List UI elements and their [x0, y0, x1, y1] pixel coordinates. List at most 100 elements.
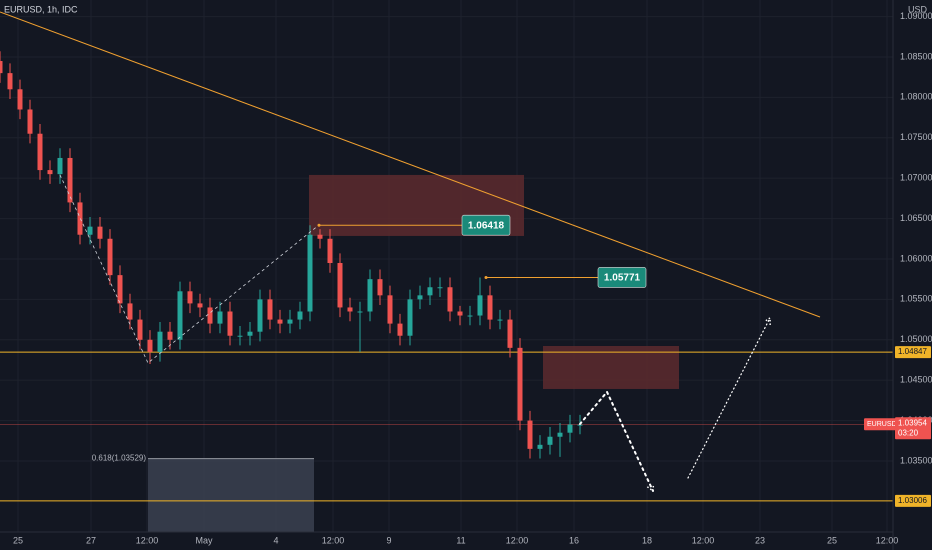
candle-body	[97, 226, 103, 239]
price-tag	[895, 494, 931, 507]
candle-body	[0, 61, 3, 74]
candle-body	[177, 291, 183, 340]
candle-body	[527, 420, 533, 449]
candle-body	[267, 299, 273, 320]
candle-body	[217, 311, 223, 324]
x-tick-label: 11	[456, 535, 465, 545]
candle-body	[187, 291, 193, 304]
header: EURUSD, 1h, IDC	[4, 4, 78, 14]
candle-body	[457, 311, 463, 316]
x-tick-label: 12:00	[322, 535, 345, 545]
price-tag	[895, 346, 931, 359]
trendline	[0, 11, 821, 318]
x-tick-label: 18	[642, 535, 652, 545]
symbol-tag	[864, 418, 896, 431]
candle-body	[87, 226, 93, 235]
fib-zone	[148, 458, 314, 532]
x-tick-label: 16	[569, 535, 579, 545]
y-tick-label: 1.08000	[900, 92, 932, 102]
countdown: 03:20	[898, 428, 919, 437]
candle-body	[277, 319, 283, 324]
candle-body	[137, 319, 143, 340]
projection-path	[579, 390, 654, 492]
candle-body	[37, 133, 43, 171]
price-tag-label: 1.04847	[898, 347, 927, 356]
candle-body	[57, 157, 63, 175]
y-tick-label: 1.07500	[900, 132, 932, 142]
candle-body	[487, 295, 493, 320]
candle-body	[237, 335, 243, 337]
x-tick-label: 12:00	[876, 535, 899, 545]
y-tick-label: 1.08500	[900, 51, 932, 61]
currency: USD	[908, 4, 928, 14]
y-tick-label: 1.05500	[900, 294, 932, 304]
x-tick-label: 12:00	[506, 535, 529, 545]
candle-body	[357, 311, 363, 313]
candle-body	[417, 295, 423, 300]
candle-body	[157, 331, 163, 352]
candle-body	[127, 303, 133, 320]
x-tick-label: 12:00	[692, 535, 715, 545]
price-tag-label: 1.03954	[898, 418, 927, 427]
candle-body	[27, 109, 33, 134]
y-tick-label: 1.06500	[900, 213, 932, 223]
candle-body	[107, 238, 113, 276]
zone-box	[543, 345, 679, 389]
candle-body	[507, 319, 513, 348]
candle-body	[447, 287, 453, 312]
candle-body	[497, 319, 503, 321]
projection-arrowhead	[646, 483, 655, 493]
candle-body	[77, 202, 83, 235]
y-tick-label: 1.03500	[900, 455, 932, 465]
candle-body	[397, 323, 403, 336]
candle-body	[517, 347, 523, 421]
candle-body	[47, 170, 53, 175]
candle-body	[407, 299, 413, 336]
price-label-anchor	[484, 275, 488, 279]
price-label-text: 1.05771	[604, 273, 641, 284]
y-tick-label: 1.07000	[900, 173, 932, 183]
price-label-anchor	[317, 223, 321, 227]
candle-body	[167, 331, 173, 340]
candle-body	[17, 89, 23, 110]
projection-arrowhead	[763, 316, 771, 325]
price-tag	[895, 417, 931, 440]
candle-body	[147, 339, 153, 352]
candle-body	[537, 444, 543, 449]
candle-body	[377, 279, 383, 296]
x-tick-label: 25	[13, 535, 23, 545]
candle-body	[197, 303, 203, 308]
candle-body	[337, 263, 343, 308]
candle-body	[367, 279, 373, 312]
x-tick-label: May	[195, 535, 213, 545]
symbol-tag-label: EURUSD	[867, 421, 897, 428]
candle-body	[317, 234, 323, 239]
price-label-box	[597, 267, 647, 288]
candle-body	[577, 424, 583, 426]
candle-body	[117, 275, 123, 304]
candle-body	[7, 73, 13, 90]
y-tick-label: 1.09000	[900, 11, 932, 21]
candle-body	[307, 234, 313, 312]
candle-body	[247, 331, 253, 336]
candle-body	[327, 238, 333, 264]
candle-body	[347, 307, 353, 312]
zigzag	[59, 174, 320, 364]
fib-label: 0.618(1.03529)	[92, 454, 147, 463]
y-tick-label: 1.06000	[900, 253, 932, 263]
x-tick-label: 9	[386, 535, 391, 545]
price-tag-label: 1.03006	[898, 496, 927, 505]
candle-body	[287, 319, 293, 324]
candle-body	[557, 432, 563, 437]
candle-body	[207, 307, 213, 324]
price-label-text: 1.06418	[468, 220, 505, 231]
candle-body	[467, 315, 473, 317]
candle-body	[437, 287, 443, 289]
candle-body	[297, 311, 303, 320]
candle-body	[427, 287, 433, 296]
x-tick-label: 27	[86, 535, 96, 545]
y-tick-label: 1.05000	[900, 334, 932, 344]
x-tick-label: 23	[755, 535, 765, 545]
